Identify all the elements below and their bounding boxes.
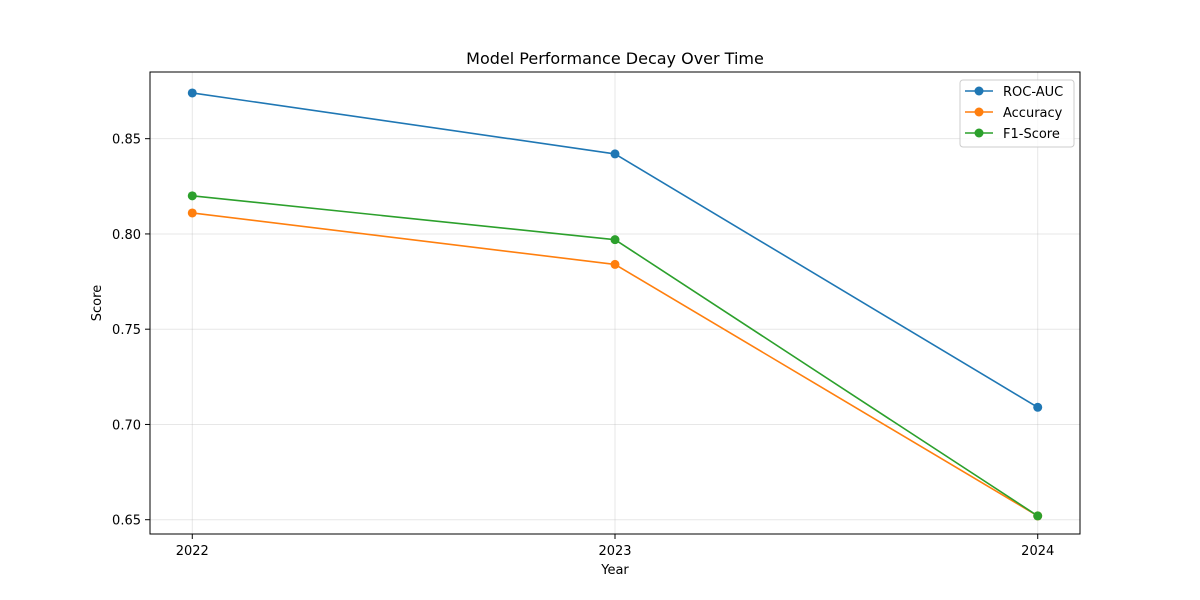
x-tick-label: 2023 <box>598 544 631 559</box>
legend-label: ROC-AUC <box>1003 85 1063 100</box>
plot-series <box>187 88 1043 521</box>
legend-marker <box>974 86 984 96</box>
data-point <box>187 88 197 98</box>
legend-label: Accuracy <box>1003 106 1063 121</box>
legend-item: Accuracy <box>965 106 1063 121</box>
data-point <box>610 259 620 269</box>
y-tick-label: 0.80 <box>112 228 141 243</box>
legend-marker <box>974 107 984 117</box>
legend-marker <box>974 128 984 138</box>
y-tick-label: 0.85 <box>112 133 141 148</box>
y-tick-label: 0.65 <box>112 514 141 529</box>
y-axis-label: Score <box>90 285 105 321</box>
legend: ROC-AUC Accuracy F1-Score <box>959 79 1075 148</box>
y-axis-ticks: 0.65 0.70 0.75 0.80 0.85 <box>112 133 150 529</box>
data-point <box>1033 402 1043 412</box>
x-tick-label: 2024 <box>1021 544 1054 559</box>
x-tick-label: 2022 <box>176 544 209 559</box>
series-f1-score <box>187 191 1043 521</box>
x-axis-ticks: 2022 2023 2024 <box>176 534 1054 559</box>
chart-title: Model Performance Decay Over Time <box>466 49 764 68</box>
x-axis-label: Year <box>600 563 629 578</box>
data-point <box>610 149 620 159</box>
grid <box>150 72 1080 534</box>
data-point <box>187 208 197 218</box>
data-point <box>1033 511 1043 521</box>
legend-box <box>959 79 1075 148</box>
data-point <box>610 235 620 245</box>
legend-item: F1-Score <box>965 127 1060 142</box>
legend-label: F1-Score <box>1003 127 1060 142</box>
series-roc-auc <box>187 88 1043 412</box>
legend-item: ROC-AUC <box>965 85 1063 100</box>
y-tick-label: 0.75 <box>112 323 141 338</box>
y-tick-label: 0.70 <box>112 418 141 433</box>
data-point <box>187 191 197 201</box>
